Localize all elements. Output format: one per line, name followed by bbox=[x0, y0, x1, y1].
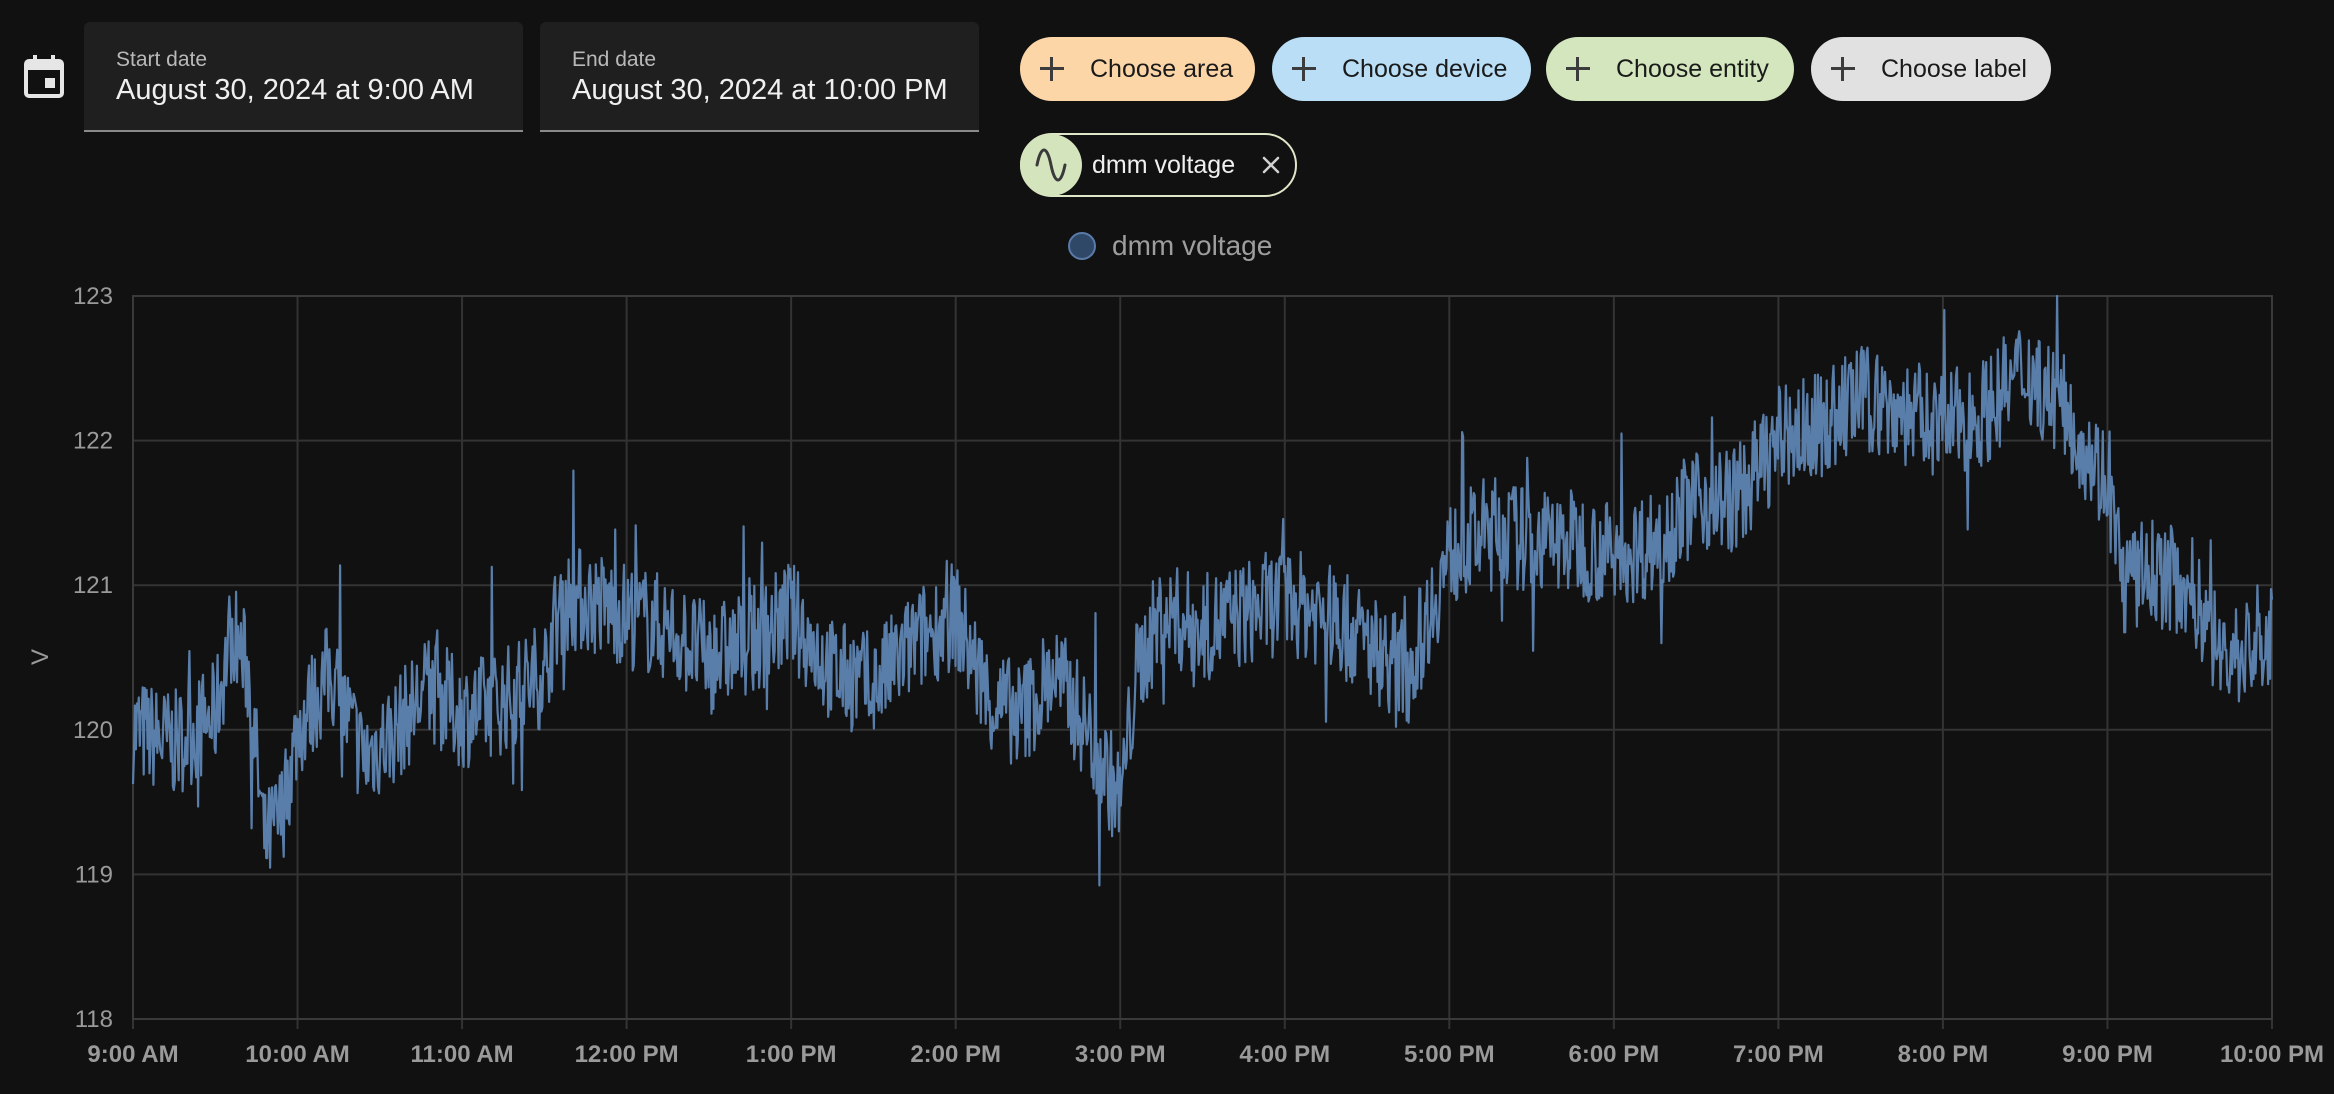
choose-entity-button[interactable]: Choose entity bbox=[1546, 37, 1794, 101]
choose-area-label: Choose area bbox=[1090, 54, 1234, 83]
start-date-label: Start date bbox=[116, 48, 208, 71]
y-tick-label: 121 bbox=[73, 572, 113, 599]
y-tick-label: 123 bbox=[73, 283, 113, 310]
x-tick-label: 6:00 PM bbox=[1568, 1041, 1659, 1068]
x-axis-ticks: 9:00 AM 10:00 AM 11:00 AM 12:00 PM 1:00 PM 2:… bbox=[87, 1041, 2324, 1068]
x-tick-label: 5:00 PM bbox=[1404, 1041, 1495, 1068]
x-tick-label: 1:00 PM bbox=[746, 1041, 837, 1068]
end-date-value: August 30, 2024 at 10:00 PM bbox=[572, 74, 948, 106]
x-tick-label: 10:00 AM bbox=[245, 1041, 349, 1068]
plot-frame bbox=[132, 295, 2273, 1020]
x-tick-label: 12:00 PM bbox=[575, 1041, 679, 1068]
calendar-icon[interactable] bbox=[24, 54, 64, 98]
choose-device-label: Choose device bbox=[1342, 54, 1508, 83]
plus-icon bbox=[1290, 55, 1318, 83]
y-axis-ticks: 118 119 120 121 122 123 bbox=[73, 283, 113, 1033]
x-tick-label: 10:00 PM bbox=[2220, 1041, 2324, 1068]
series-line[interactable] bbox=[131, 294, 2274, 887]
y-tick-label: 122 bbox=[73, 428, 113, 455]
y-tick-label: 119 bbox=[75, 861, 113, 888]
x-tick-label: 11:00 AM bbox=[410, 1041, 513, 1068]
x-tick-label: 2:00 PM bbox=[910, 1041, 1001, 1068]
x-tick-label: 7:00 PM bbox=[1733, 1041, 1824, 1068]
remove-entity-icon[interactable] bbox=[1257, 151, 1285, 179]
chart-legend-item[interactable]: dmm voltage bbox=[1068, 230, 1272, 262]
selected-entity-chip[interactable]: dmm voltage bbox=[1020, 133, 1297, 197]
x-tick-label: 9:00 AM bbox=[87, 1041, 178, 1068]
legend-label: dmm voltage bbox=[1112, 230, 1273, 261]
legend-color-dot bbox=[1068, 232, 1096, 260]
x-tick-label: 3:00 PM bbox=[1075, 1041, 1166, 1068]
selected-entity-name: dmm voltage bbox=[1092, 150, 1236, 179]
history-chart[interactable]: 118 119 120 121 122 123 9:00 AM 10:00 AM 11:00 … bbox=[0, 260, 2334, 1094]
y-tick-label: 120 bbox=[73, 717, 113, 744]
choose-label-label: Choose label bbox=[1881, 54, 2027, 83]
choose-entity-label: Choose entity bbox=[1616, 54, 1769, 83]
start-date-value: August 30, 2024 at 9:00 AM bbox=[116, 74, 474, 106]
x-tick-label: 8:00 PM bbox=[1898, 1041, 1989, 1068]
end-date-label: End date bbox=[572, 48, 657, 71]
sine-wave-icon bbox=[1020, 134, 1082, 196]
x-tick-label: 4:00 PM bbox=[1239, 1041, 1330, 1068]
choose-label-button[interactable]: Choose label bbox=[1811, 37, 2051, 101]
plus-icon bbox=[1038, 55, 1066, 83]
choose-area-button[interactable]: Choose area bbox=[1020, 37, 1255, 101]
y-tick-label: 118 bbox=[75, 1006, 113, 1033]
y-axis-label: V bbox=[27, 649, 54, 665]
start-date-field[interactable]: Start date August 30, 2024 at 9:00 AM bbox=[84, 22, 523, 132]
x-tick-label: 9:00 PM bbox=[2062, 1041, 2153, 1068]
choose-device-button[interactable]: Choose device bbox=[1272, 37, 1531, 101]
end-date-field[interactable]: End date August 30, 2024 at 10:00 PM bbox=[540, 22, 979, 132]
plus-icon bbox=[1829, 55, 1857, 83]
plus-icon bbox=[1564, 55, 1592, 83]
series-dmm-voltage bbox=[131, 294, 2274, 887]
